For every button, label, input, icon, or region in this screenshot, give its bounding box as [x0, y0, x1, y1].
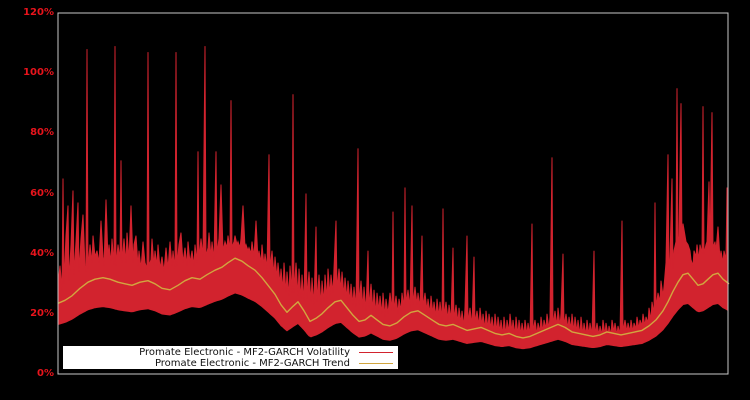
legend-row-volatility: Promate Electronic - MF2-GARCH Volatilit…	[63, 347, 398, 358]
legend-row-trend: Promate Electronic - MF2-GARCH Trend	[63, 358, 398, 369]
legend-line-trend-icon	[359, 362, 393, 364]
y-tick-label: 100%	[23, 67, 54, 79]
legend-label-volatility: Promate Electronic - MF2-GARCH Volatilit…	[139, 346, 350, 358]
volatility-series	[57, 46, 729, 350]
legend-line-volatility-icon	[359, 351, 393, 353]
y-tick-label: 80%	[30, 127, 54, 139]
legend-label-trend: Promate Electronic - MF2-GARCH Trend	[154, 357, 350, 369]
legend: Promate Electronic - MF2-GARCH Volatilit…	[63, 346, 398, 369]
y-tick-label: 20%	[30, 307, 54, 319]
y-tick-label: 0%	[37, 368, 54, 379]
y-tick-label: 40%	[30, 247, 54, 259]
y-tick-label: 120%	[23, 7, 54, 18]
y-tick-label: 60%	[30, 187, 54, 199]
plot-border	[57, 12, 729, 375]
trend-series	[57, 257, 730, 339]
